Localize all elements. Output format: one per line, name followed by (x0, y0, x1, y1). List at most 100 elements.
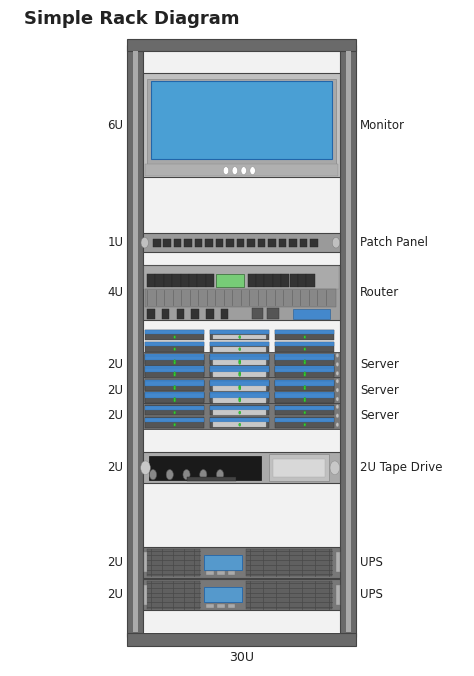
Bar (213, 398, 266, 403)
Bar (145, 417, 204, 427)
Bar (143, 51, 340, 632)
Bar (145, 368, 204, 378)
Bar (204, 555, 242, 570)
Bar (143, 547, 340, 578)
Bar (237, 239, 244, 247)
Bar (275, 342, 335, 346)
Bar (145, 393, 204, 397)
Bar (144, 266, 339, 289)
Text: Simple Rack Diagram: Simple Rack Diagram (24, 9, 239, 28)
Bar (153, 239, 161, 247)
Circle shape (304, 423, 306, 427)
Bar (145, 381, 204, 386)
Bar (275, 330, 335, 340)
Bar (275, 368, 335, 372)
Bar (289, 239, 297, 247)
Bar (210, 368, 269, 378)
Bar (275, 379, 335, 390)
Bar (216, 239, 223, 247)
Bar (162, 309, 169, 319)
Bar (275, 393, 335, 404)
Bar (210, 342, 269, 346)
Circle shape (304, 385, 306, 389)
Bar (149, 456, 262, 479)
Bar (273, 274, 281, 287)
Bar (197, 274, 206, 287)
Bar (145, 354, 204, 358)
Circle shape (173, 397, 176, 401)
Bar (213, 335, 266, 339)
Bar (246, 581, 332, 608)
Bar (210, 380, 269, 384)
Bar (247, 274, 256, 287)
Text: Router: Router (360, 286, 400, 299)
Circle shape (239, 335, 241, 339)
Bar (228, 571, 236, 575)
Bar (145, 381, 204, 391)
Bar (147, 274, 155, 287)
Circle shape (173, 411, 176, 414)
Bar (210, 417, 269, 427)
Bar (213, 410, 266, 415)
Circle shape (173, 361, 176, 364)
Circle shape (239, 399, 241, 402)
Bar (337, 585, 340, 605)
Circle shape (173, 372, 176, 375)
Text: 2U Tape Drive: 2U Tape Drive (360, 461, 443, 475)
Bar (213, 396, 266, 402)
Text: 2U: 2U (107, 556, 123, 569)
Bar (164, 274, 172, 287)
Bar (275, 366, 335, 370)
Text: Server: Server (360, 358, 399, 371)
Bar (205, 239, 213, 247)
Bar (268, 239, 276, 247)
Bar (210, 330, 269, 335)
Circle shape (200, 470, 207, 480)
Bar (275, 405, 335, 416)
Text: 6U: 6U (107, 118, 123, 132)
Bar (346, 51, 351, 632)
Bar (204, 587, 242, 602)
Circle shape (304, 360, 306, 363)
Bar (210, 405, 269, 416)
Bar (195, 239, 202, 247)
Circle shape (239, 372, 241, 375)
Circle shape (173, 423, 176, 427)
Bar (127, 45, 143, 637)
Circle shape (304, 361, 306, 364)
Circle shape (330, 461, 339, 475)
Bar (275, 393, 335, 397)
Bar (206, 604, 214, 608)
Bar (210, 366, 269, 370)
Bar (127, 633, 356, 646)
Bar (252, 308, 264, 319)
Circle shape (239, 411, 241, 414)
Bar (210, 354, 269, 358)
Bar (258, 239, 265, 247)
Text: Monitor: Monitor (360, 118, 405, 132)
Circle shape (173, 347, 176, 351)
Bar (279, 239, 286, 247)
Bar (275, 380, 335, 384)
Circle shape (239, 360, 241, 363)
Bar (210, 354, 269, 364)
Bar (145, 393, 204, 404)
Bar (191, 309, 199, 319)
Bar (189, 274, 197, 287)
Text: 2U: 2U (107, 588, 123, 602)
Bar (145, 379, 204, 390)
Circle shape (173, 373, 176, 377)
Circle shape (336, 388, 339, 392)
Bar (273, 459, 325, 477)
Bar (184, 239, 192, 247)
Circle shape (239, 423, 241, 427)
Circle shape (336, 379, 339, 383)
Circle shape (232, 167, 237, 174)
Bar (127, 39, 356, 51)
Bar (275, 342, 335, 352)
Bar (145, 342, 204, 352)
Text: 2U: 2U (107, 409, 123, 422)
Text: 2U: 2U (107, 383, 123, 397)
Bar (143, 579, 340, 610)
Bar (227, 239, 234, 247)
